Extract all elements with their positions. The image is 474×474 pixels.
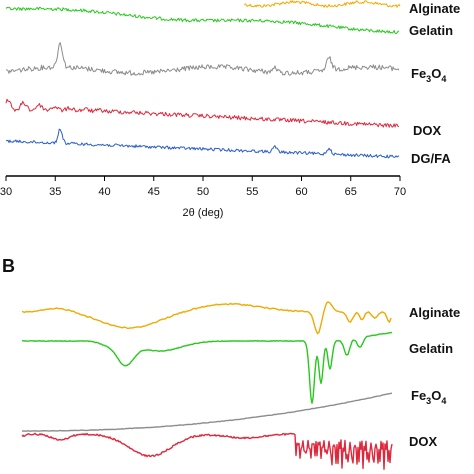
x-tick-label: 45 xyxy=(148,186,160,198)
series-fe3o4-a xyxy=(5,42,400,76)
x-tick-label: 40 xyxy=(98,186,110,198)
series-dox-b xyxy=(21,432,393,470)
label-fe3o4-a: Fe3O4 xyxy=(411,66,446,84)
x-tick-label: 65 xyxy=(345,186,357,198)
label-dgfa-a: DG/FA xyxy=(411,151,451,166)
panel-b-label: B xyxy=(2,256,15,276)
fe-mid: O xyxy=(431,66,441,81)
x-axis-label: 2θ (deg) xyxy=(183,207,224,219)
fe-base: Fe xyxy=(411,388,426,403)
fe-base: Fe xyxy=(411,66,426,81)
label-dox-b: DOX xyxy=(409,434,438,449)
fe-sub2: 4 xyxy=(441,74,446,84)
series-gelatin-b xyxy=(22,331,393,404)
label-gelatin-b: Gelatin xyxy=(409,341,453,356)
fe-sub1: 3 xyxy=(426,396,431,406)
x-tick-label: 30 xyxy=(0,186,12,198)
label-fe3o4-b: Fe3O4 xyxy=(411,388,446,406)
fe-sub2: 4 xyxy=(441,396,446,406)
series-dox-a xyxy=(5,98,400,128)
x-tick-label: 70 xyxy=(394,186,406,198)
label-dox-a: DOX xyxy=(413,123,442,138)
x-tick-label: 50 xyxy=(197,186,209,198)
x-tick-label: 60 xyxy=(295,186,307,198)
panel-b: B Alginate Gelatin Fe3O4 DOX xyxy=(2,256,460,470)
series-dgfa-a xyxy=(5,128,400,159)
label-alginate-b: Alginate xyxy=(409,305,460,320)
series-alginate-b xyxy=(21,301,392,335)
ftir-curves xyxy=(21,301,393,470)
panel-a: 30 35 40 45 50 55 60 65 70 2θ (deg) Alginate Gel… xyxy=(0,0,460,219)
fe-mid: O xyxy=(431,388,441,403)
fe-sub1: 3 xyxy=(426,74,431,84)
x-axis-ticks: 30 35 40 45 50 55 60 65 70 xyxy=(0,176,406,198)
x-tick-label: 55 xyxy=(246,186,258,198)
xrd-curves xyxy=(5,0,401,159)
series-fe3o4-b xyxy=(21,392,393,432)
label-gelatin-a: Gelatin xyxy=(409,23,453,38)
x-tick-label: 35 xyxy=(49,186,61,198)
label-alginate-a: Alginate xyxy=(409,1,460,16)
series-gelatin-a xyxy=(5,6,400,35)
series-alginate-a xyxy=(244,0,401,8)
